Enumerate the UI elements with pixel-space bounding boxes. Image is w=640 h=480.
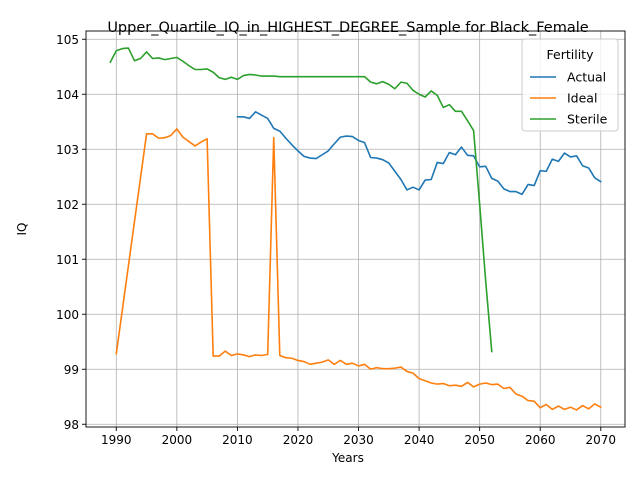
y-tick-label: 101 [56, 253, 79, 267]
x-tick-label: 2020 [283, 433, 314, 447]
x-axis-label: Years [331, 451, 364, 465]
x-tick-label: 2070 [586, 433, 617, 447]
x-tick-label: 2030 [343, 433, 374, 447]
x-tick-label: 2050 [464, 433, 495, 447]
legend-items: Actual Ideal Sterile [530, 70, 608, 127]
y-tick-label: 98 [64, 418, 79, 432]
legend: Fertility Actual Ideal Sterile [521, 38, 619, 132]
legend-label-sterile: Sterile [567, 112, 608, 127]
series-line-ideal [115, 128, 602, 411]
series-lines [109, 47, 602, 411]
y-tick-label: 104 [56, 88, 79, 102]
legend-title: Fertility [547, 47, 595, 62]
y-tick-label: 100 [56, 308, 79, 322]
x-tick-label: 2040 [404, 433, 435, 447]
y-tick-label: 103 [56, 143, 79, 157]
plot-frame [85, 30, 626, 428]
y-axis-label: IQ [15, 223, 29, 236]
series-line-actual [236, 111, 602, 196]
y-tick-label: 105 [56, 33, 79, 47]
y-tick-label: 99 [64, 363, 79, 377]
x-tick-label: 2010 [222, 433, 253, 447]
legend-label-ideal: Ideal [567, 91, 597, 106]
x-tick-label: 2060 [525, 433, 556, 447]
legend-label-actual: Actual [567, 70, 606, 85]
y-tick-label: 102 [56, 198, 79, 212]
x-tick-label: 1990 [101, 433, 132, 447]
chart-title: Upper_Quartile_IQ_in_HIGHEST_DEGREE_Samp… [107, 20, 588, 36]
series-line-sterile [109, 47, 493, 353]
legend-box [521, 38, 619, 132]
axis-ticks: 1990 2000 2010 2020 2030 2040 2050 2060 2070 98 99… [56, 33, 616, 447]
x-tick-label: 2000 [162, 433, 193, 447]
